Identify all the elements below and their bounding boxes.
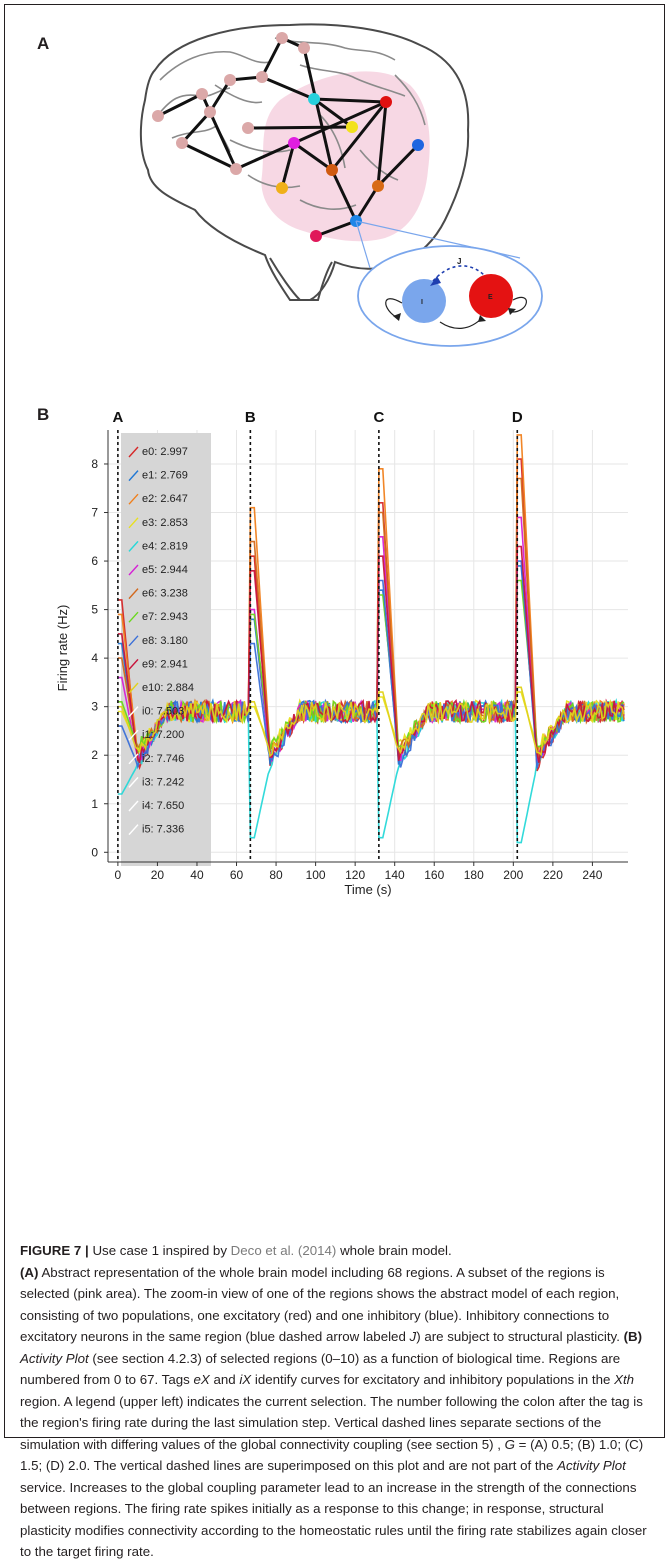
legend-swatch <box>128 729 139 741</box>
y-tick-label: 7 <box>91 506 98 520</box>
y-tick-label: 0 <box>91 845 98 859</box>
legend-entry: i0: 7.503 <box>142 706 184 718</box>
legend-swatch <box>128 517 139 529</box>
legend-swatch <box>128 588 139 600</box>
marker-label: B <box>245 409 256 426</box>
x-tick-label: 80 <box>269 868 283 882</box>
legend-swatch <box>128 564 139 576</box>
zoom-region-ellipse <box>357 245 543 347</box>
brain-network-diagram: J I E <box>139 23 543 347</box>
x-axis-label: Time (s) <box>344 882 391 897</box>
x-tick-label: 40 <box>190 868 204 882</box>
legend-swatch <box>128 658 139 670</box>
legend-swatch <box>128 446 139 458</box>
legend-swatch <box>128 776 139 788</box>
legend-swatch <box>128 706 139 718</box>
legend-swatch <box>128 753 139 765</box>
legend-swatch <box>128 540 139 552</box>
x-tick-label: 100 <box>306 868 326 882</box>
y-tick-label: 4 <box>91 651 98 665</box>
x-tick-label: 60 <box>230 868 244 882</box>
y-tick-label: 5 <box>91 603 98 617</box>
panel-b-label: B <box>37 405 50 424</box>
y-tick-label: 8 <box>91 457 98 471</box>
figure-frame <box>4 4 665 1438</box>
excitatory-population <box>469 274 513 318</box>
x-tick-label: 160 <box>424 868 444 882</box>
legend-swatch <box>128 470 139 482</box>
legend-entry: e6: 3.238 <box>142 588 188 600</box>
panel-a-label: A <box>37 34 50 53</box>
legend-entry: i2: 7.746 <box>142 753 184 765</box>
legend-entry: e1: 2.769 <box>142 470 188 482</box>
selection-area <box>261 71 430 242</box>
j-arrow <box>432 265 485 282</box>
legend-swatch <box>128 824 139 836</box>
y-tick-label: 1 <box>91 797 98 811</box>
inhibitory-population <box>402 279 446 323</box>
legend-entry: i1: 7.200 <box>142 729 184 741</box>
x-tick-label: 0 <box>115 868 122 882</box>
excitatory-label: E <box>488 294 493 301</box>
activity-plot: e0: 2.997 e1: 2.769 e2: 2.647 e3: 2.853 e4: … <box>55 409 628 897</box>
marker-label: D <box>512 409 523 426</box>
legend-box <box>121 433 211 866</box>
legend-swatch <box>128 682 139 694</box>
series-lines <box>117 434 625 844</box>
j-label: J <box>457 257 461 266</box>
inhibitory-label: I <box>421 299 423 306</box>
brain-outline <box>139 23 470 301</box>
y-tick-label: 6 <box>91 554 98 568</box>
legend-entry: e3: 2.853 <box>142 517 188 529</box>
marker-label: C <box>373 409 384 426</box>
legend-entry: e2: 2.647 <box>142 493 188 505</box>
axes: 0 20 40 60 80 100 120 140 160 180 200 220 240 0 1 2 3 4 5 6… <box>91 430 628 882</box>
network-nodes <box>152 32 424 242</box>
legend-entry: e7: 2.943 <box>142 611 188 623</box>
x-tick-label: 200 <box>503 868 523 882</box>
legend-entry: e10: 2.884 <box>142 682 194 694</box>
legend: e0: 2.997 e1: 2.769 e2: 2.647 e3: 2.853 e4: … <box>128 446 194 836</box>
legend-entry: e5: 2.944 <box>142 564 188 576</box>
legend-swatch <box>128 635 139 647</box>
series-line <box>117 686 625 758</box>
x-tick-label: 120 <box>345 868 365 882</box>
reference-link[interactable]: Deco et al. (2014) <box>230 1243 337 1258</box>
legend-entry: i3: 7.242 <box>142 776 184 788</box>
legend-swatch <box>128 800 139 812</box>
figure-caption: FIGURE 7 | Use case 1 inspired by Deco e… <box>20 1243 647 1559</box>
legend-swatch <box>128 611 139 623</box>
y-axis-label: Firing rate (Hz) <box>55 605 70 692</box>
figure-label: FIGURE 7 | <box>20 1243 89 1258</box>
x-tick-label: 180 <box>464 868 484 882</box>
x-tick-label: 240 <box>582 868 602 882</box>
marker-label: A <box>112 409 123 426</box>
legend-entry: e0: 2.997 <box>142 446 188 458</box>
brainstem <box>269 257 333 301</box>
legend-entry: i4: 7.650 <box>142 800 184 812</box>
legend-swatch <box>128 493 139 505</box>
x-tick-label: 140 <box>385 868 405 882</box>
x-tick-label: 220 <box>543 868 563 882</box>
phase-markers: A B C D <box>112 409 523 862</box>
legend-entry: e8: 3.180 <box>142 635 188 647</box>
legend-entry: e4: 2.819 <box>142 540 188 552</box>
y-tick-label: 3 <box>91 700 98 714</box>
legend-entry: e9: 2.941 <box>142 658 188 670</box>
y-tick-label: 2 <box>91 748 98 762</box>
x-tick-label: 20 <box>151 868 165 882</box>
legend-entry: i5: 7.336 <box>142 824 184 836</box>
